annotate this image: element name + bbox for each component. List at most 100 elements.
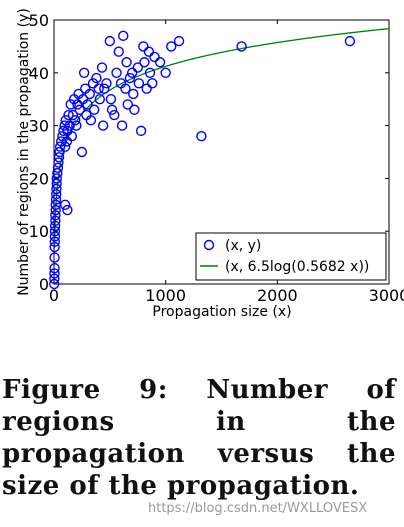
data-point xyxy=(70,115,81,126)
data-point xyxy=(53,157,64,168)
data-point xyxy=(52,162,64,174)
data-point xyxy=(76,146,88,158)
data-point xyxy=(87,78,99,89)
data-point xyxy=(49,220,61,232)
data-point xyxy=(49,273,60,284)
data-point xyxy=(49,231,61,242)
data-point xyxy=(49,278,60,290)
watermark: https://blog.csdn.net/WXLLOVESX xyxy=(148,501,368,516)
data-point xyxy=(149,51,160,63)
data-point xyxy=(49,252,60,263)
data-point xyxy=(133,78,145,89)
data-point xyxy=(122,99,133,110)
data-point xyxy=(101,78,112,89)
data-point xyxy=(74,104,85,115)
data-point xyxy=(93,83,104,94)
x-tick-label: 0 xyxy=(49,286,59,305)
data-point xyxy=(66,130,78,142)
data-point xyxy=(59,199,71,211)
data-point xyxy=(116,120,128,131)
data-point xyxy=(154,57,166,68)
data-points-layer xyxy=(49,30,356,290)
data-point xyxy=(50,210,61,221)
data-point xyxy=(78,67,90,79)
y-tick-label: 10 xyxy=(29,222,49,241)
data-point xyxy=(135,125,147,137)
data-point xyxy=(104,35,116,47)
data-point xyxy=(63,109,74,121)
data-point xyxy=(54,146,65,158)
data-point xyxy=(54,141,66,152)
legend-scatter-label: (x, y) xyxy=(225,238,261,254)
y-tick-label: 20 xyxy=(29,169,49,188)
data-point xyxy=(144,67,156,79)
data-point xyxy=(126,67,138,79)
data-point xyxy=(196,130,207,142)
data-point xyxy=(106,104,118,115)
data-point xyxy=(52,167,63,179)
y-tick-label: 40 xyxy=(29,64,49,83)
x-axis-label: Propagation size (x) xyxy=(152,304,291,320)
data-point xyxy=(105,93,117,105)
x-tick-label: 2000 xyxy=(257,286,298,305)
data-point xyxy=(129,104,140,115)
data-point xyxy=(132,62,143,73)
y-axis-label: Number of regions in the propagation (y) xyxy=(16,8,32,296)
data-point xyxy=(118,30,129,42)
figure-caption: Figure 9: Number of regions in the propa… xyxy=(2,375,396,501)
x-tick-label: 1000 xyxy=(145,286,186,305)
legend-scatter-marker xyxy=(203,239,215,251)
fit-curve-layer xyxy=(53,27,390,249)
y-axis-ticks: 0 10 20 30 40 50 xyxy=(29,11,389,294)
data-point xyxy=(94,93,105,105)
data-point xyxy=(141,83,152,94)
data-point xyxy=(51,189,62,200)
data-point xyxy=(113,46,124,57)
y-tick-label: 50 xyxy=(29,11,49,30)
data-point xyxy=(51,173,62,184)
data-point xyxy=(50,194,62,205)
data-point xyxy=(121,57,132,68)
data-point xyxy=(62,204,73,216)
data-point xyxy=(88,104,100,115)
data-point xyxy=(344,35,356,47)
data-point xyxy=(147,78,158,89)
data-point xyxy=(96,62,108,73)
data-point xyxy=(50,204,61,216)
fit-curve-line xyxy=(53,27,390,249)
legend-box xyxy=(195,232,387,281)
legend-line-label: (x, 6.5log(0.5682 x)) xyxy=(225,259,369,275)
data-point xyxy=(53,152,65,163)
data-point xyxy=(65,99,76,110)
data-point xyxy=(109,109,120,121)
data-point xyxy=(51,178,62,189)
legend: (x, y) (x, 6.5log(0.5682 x)) xyxy=(195,232,387,281)
data-point xyxy=(143,46,155,57)
data-point xyxy=(236,41,247,52)
data-point xyxy=(173,35,185,47)
data-point xyxy=(51,183,62,195)
data-point xyxy=(49,236,60,247)
data-point xyxy=(166,41,177,52)
data-point xyxy=(111,67,122,79)
data-point xyxy=(82,99,93,110)
data-point xyxy=(49,268,60,279)
data-point xyxy=(67,109,79,121)
y-tick-label: 30 xyxy=(29,117,49,136)
data-point xyxy=(59,141,71,152)
data-point xyxy=(50,215,61,226)
data-point xyxy=(85,115,97,126)
data-point xyxy=(59,120,70,131)
data-point xyxy=(71,120,82,131)
data-point xyxy=(64,120,75,131)
data-point xyxy=(58,125,69,137)
data-point xyxy=(84,88,95,100)
data-point xyxy=(72,99,83,110)
data-point xyxy=(91,72,102,84)
data-point xyxy=(97,120,109,131)
data-point xyxy=(49,262,60,274)
data-point xyxy=(160,67,171,79)
y-tick-label: 0 xyxy=(39,275,49,294)
data-point xyxy=(49,241,60,253)
